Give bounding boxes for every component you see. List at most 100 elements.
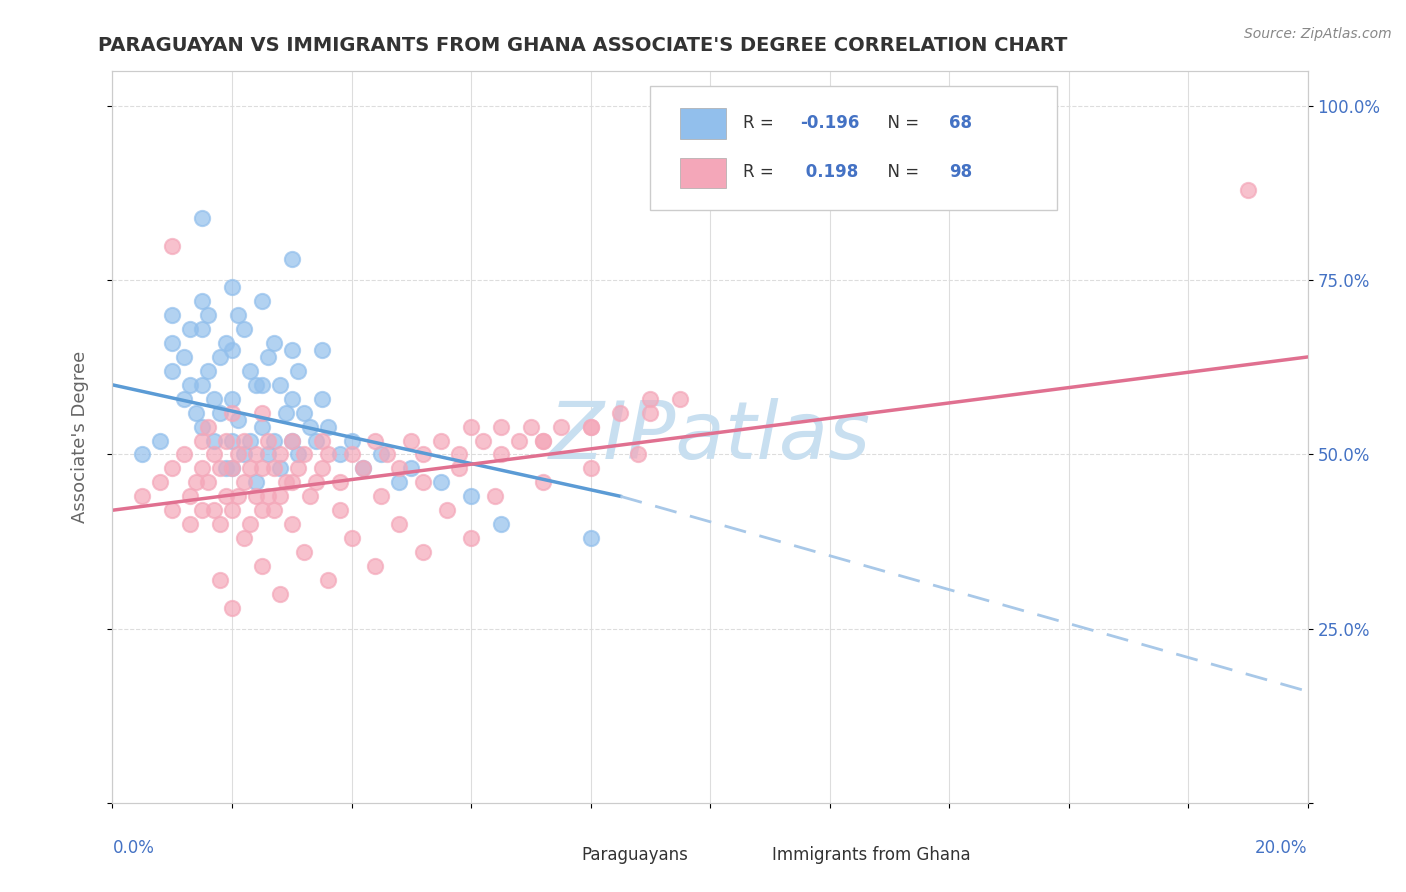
Point [221,461,243,475]
Point [179,489,201,503]
Point [353,461,375,475]
Point [340,434,363,448]
Point [191,503,214,517]
Point [233,434,256,448]
Point [579,419,602,434]
Point [436,503,458,517]
Point [627,448,650,462]
Text: 0.0%: 0.0% [112,839,155,857]
Text: R =: R = [744,113,779,131]
Point [250,558,273,573]
Point [263,336,285,351]
Point [250,503,273,517]
Point [609,406,631,420]
Point [449,448,471,462]
Point [329,475,352,490]
Text: PARAGUAYAN VS IMMIGRANTS FROM GHANA ASSOCIATE'S DEGREE CORRELATION CHART: PARAGUAYAN VS IMMIGRANTS FROM GHANA ASSO… [98,36,1067,54]
Point [179,377,201,392]
Point [460,489,482,503]
Point [233,448,256,462]
Point [430,475,453,490]
Point [257,434,280,448]
Point [281,343,304,357]
Point [233,475,256,490]
Point [245,489,267,503]
Point [311,434,333,448]
Point [191,377,214,392]
Point [239,461,262,475]
Point [489,448,512,462]
Point [412,448,434,462]
Point [316,573,339,587]
Point [162,336,183,351]
Point [197,475,219,490]
Point [287,461,309,475]
Point [209,517,232,532]
Point [245,377,267,392]
Point [412,475,434,490]
Point [287,448,309,462]
Point [191,419,214,434]
Point [430,434,453,448]
Point [226,448,249,462]
Point [186,406,208,420]
Point [245,475,267,490]
Point [329,448,352,462]
Point [209,350,232,364]
Text: 20.0%: 20.0% [1256,839,1308,857]
Point [131,489,153,503]
Point [186,475,208,490]
Point [215,434,238,448]
Point [274,475,297,490]
Text: 68: 68 [949,113,972,131]
Bar [681,108,725,138]
Point [226,308,249,322]
Point [287,364,309,378]
Point [292,406,315,420]
Point [191,434,214,448]
Point [162,461,183,475]
Point [149,475,172,490]
Point [388,461,411,475]
Point [274,406,297,420]
Point [226,412,249,426]
Point [311,343,333,357]
Point [221,600,243,615]
Point [263,503,285,517]
Point [257,489,280,503]
Point [281,434,304,448]
FancyBboxPatch shape [651,86,1057,211]
Point [281,475,304,490]
Point [209,573,232,587]
Point [179,517,201,532]
Text: Paraguayans: Paraguayans [581,847,688,864]
Point [250,377,273,392]
Point [269,377,291,392]
Point [209,406,232,420]
Point [472,434,495,448]
Point [221,392,243,406]
Point [579,461,602,475]
Point [269,448,291,462]
Point [215,489,238,503]
Point [250,419,273,434]
Point [281,252,304,267]
Point [215,336,238,351]
Point [257,350,280,364]
Point [311,392,333,406]
Point [550,419,572,434]
Bar [543,847,572,865]
Point [281,434,304,448]
Point [179,322,201,336]
Y-axis label: Associate's Degree: Associate's Degree [70,351,89,524]
Point [311,461,333,475]
Point [401,461,423,475]
Point [298,489,321,503]
Point [388,517,411,532]
Text: -0.196: -0.196 [800,113,859,131]
Point [202,503,225,517]
Point [531,475,554,490]
Point [221,434,243,448]
Point [508,434,530,448]
Point [239,517,262,532]
